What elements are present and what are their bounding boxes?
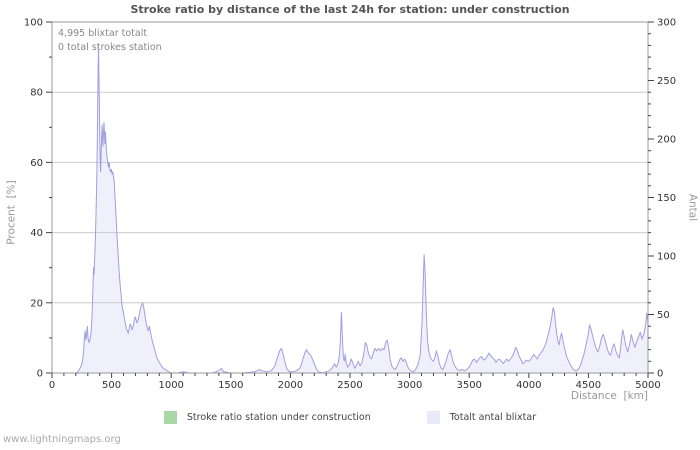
right-tick-label: 200 <box>657 135 676 146</box>
right-tick-label: 250 <box>657 76 676 87</box>
y-axis-label-left: Procent [%] <box>5 180 18 245</box>
annotation-station-strokes: 0 total strokes station <box>58 42 162 53</box>
right-tick-label: 150 <box>657 193 676 204</box>
right-tick-label: 50 <box>657 310 670 321</box>
x-tick-label: 0 <box>49 380 55 391</box>
x-tick-label: 500 <box>102 380 121 391</box>
legend-swatch-total-strokes <box>426 411 440 424</box>
legend-item-stroke-ratio: Stroke ratio station under construction <box>163 411 371 424</box>
x-tick-label: 5000 <box>635 380 660 391</box>
footer-watermark: www.lightningmaps.org <box>3 434 121 445</box>
left-tick-label: 60 <box>30 158 43 169</box>
x-tick-label: 3000 <box>397 380 422 391</box>
legend-label-total-strokes: Totalt antal blixtar <box>449 412 537 423</box>
total-strokes-line <box>52 44 649 374</box>
annotation-total-strokes: 4,995 blixtar totalt <box>58 28 148 39</box>
x-tick-label: 3500 <box>456 380 481 391</box>
legend-item-total-strokes: Totalt antal blixtar <box>426 411 537 424</box>
x-tick-label: 1500 <box>218 380 243 391</box>
x-tick-label: 2000 <box>278 380 303 391</box>
left-tick-label: 40 <box>30 228 43 239</box>
legend-label-stroke-ratio: Stroke ratio station under construction <box>186 412 371 423</box>
left-tick-label: 100 <box>24 18 43 29</box>
right-tick-label: 100 <box>657 252 676 263</box>
x-tick-label: 4000 <box>516 380 541 391</box>
chart-title: Stroke ratio by distance of the last 24h… <box>130 3 570 16</box>
left-tick-label: 80 <box>30 88 43 99</box>
x-tick-label: 4500 <box>576 380 601 391</box>
x-tick-label: 2500 <box>337 380 362 391</box>
y-axis-label-right: Antal <box>686 193 699 222</box>
total-strokes-area-fill <box>52 45 648 374</box>
left-tick-label: 20 <box>30 298 43 309</box>
left-tick-label: 0 <box>37 369 43 380</box>
chart-annotation: 4,995 blixtar totalt 0 total strokes sta… <box>58 27 162 55</box>
right-tick-label: 0 <box>657 369 663 380</box>
x-tick-label: 1000 <box>158 380 183 391</box>
x-axis-label: Distance [km] <box>570 390 648 402</box>
legend-swatch-stroke-ratio <box>163 411 177 424</box>
legend: Stroke ratio station under construction … <box>0 411 700 424</box>
right-tick-label: 300 <box>657 18 676 29</box>
